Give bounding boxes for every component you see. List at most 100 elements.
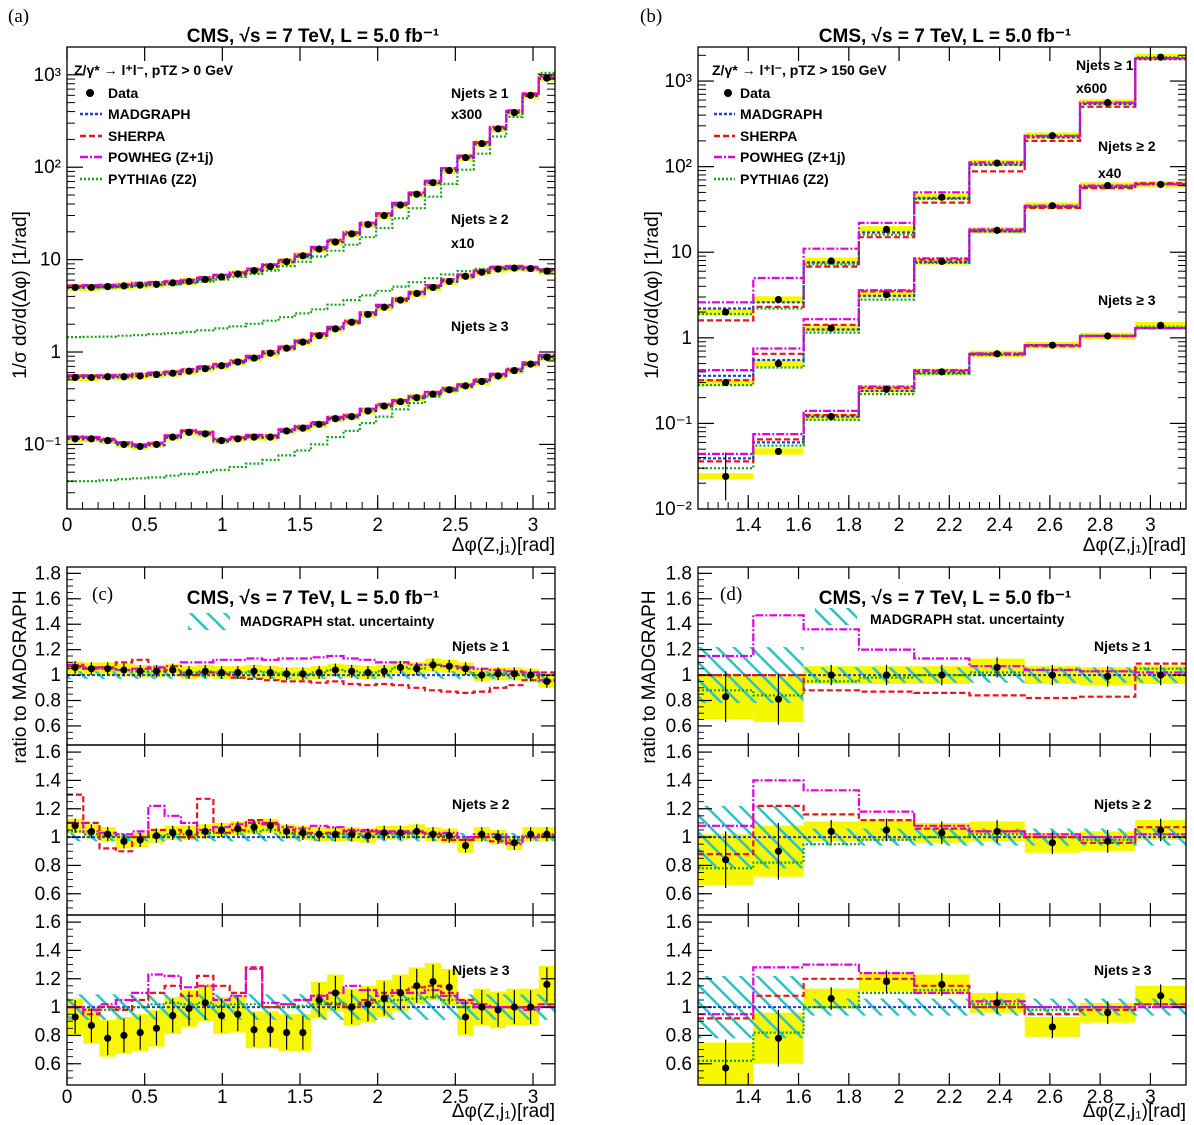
b-ytick-label-2: 1	[681, 328, 692, 349]
a-powheg-line-2	[67, 353, 555, 446]
b-data-point-0-3	[882, 225, 891, 233]
panel-b-annot-5: Njets ≥ 3	[1098, 292, 1156, 308]
panel-c: 0.6 0.8 1 1.2 1.4 1.6 1.8 0.6 0.8 1 1.2 1.4 1.6 0.6 0.…	[35, 563, 556, 1108]
a-data-point-2-17	[348, 413, 356, 421]
b-data-point-1-7	[1104, 182, 1112, 190]
c-hatch-1-24	[457, 832, 474, 842]
panel-a: 10⁻¹ 1 10 10² 10³ 0 0.5 1 1.5 2 2.5 3	[24, 46, 556, 536]
d-ytick-label-2-2: 1	[681, 997, 692, 1018]
d-hatch-2-4	[914, 998, 970, 1016]
d-data-point-1-0	[722, 856, 730, 864]
c-data-point-2-19	[380, 994, 388, 1003]
c-data-point-1-19	[380, 829, 388, 837]
a-data-point-1-23	[445, 277, 453, 286]
d-xtick-label-8: 3	[1145, 1087, 1156, 1108]
b-xtick-label-1: 1.6	[785, 515, 811, 536]
c-data-point-0-27	[510, 670, 518, 678]
c-data-point-0-28	[527, 671, 535, 679]
c-data-point-1-22	[429, 830, 437, 838]
c-data-point-0-7	[185, 668, 193, 677]
c-data-point-0-26	[494, 670, 502, 678]
c-ytick-label-1-4: 1.4	[35, 770, 62, 791]
a-powheg-line-1	[67, 264, 555, 377]
panel-b: 10⁻² 10⁻¹ 1 10 10² 10³ 1.4 1.6 1.8 2 2.2 2.4 2.6 2.8 3	[655, 46, 1187, 536]
d-powheg-line-1	[698, 779, 1186, 839]
d-data-point-1-4	[938, 829, 946, 837]
d-hatch-2-3	[858, 998, 915, 1016]
c-hatch-2-5	[148, 994, 165, 1020]
b-data-point-2-5	[993, 350, 1001, 358]
c-data-point-2-3	[120, 1031, 128, 1040]
c-ytick-label-1-0: 0.6	[35, 884, 61, 905]
b-ytick-label-5: 10³	[665, 71, 692, 92]
d-data-point-1-3	[882, 826, 891, 834]
a-data-point-2-27	[510, 366, 518, 375]
c-data-point-0-8	[201, 667, 209, 675]
a-data-point-0-2	[104, 283, 112, 291]
b-data-point-1-6	[1048, 202, 1056, 210]
panel-a-annot-1: Njets ≥ 1	[451, 85, 509, 101]
c-ytick-label-0-2: 1	[50, 665, 61, 686]
a-data-point-2-10	[234, 435, 242, 443]
d-ytick-label-2-5: 1.6	[666, 912, 692, 933]
d-ytick-label-1-5: 1.6	[666, 742, 692, 763]
a-xtick-label-0: 0	[62, 515, 73, 536]
c-data-point-0-13	[283, 670, 291, 678]
b-data-point-1-1	[774, 359, 783, 368]
panel-b-annot-3: Njets ≥ 2	[1098, 138, 1156, 154]
a-data-point-2-18	[364, 407, 372, 415]
panel-a-ylabel: 1/σ dσ/d(Δφ) [1/rad]	[10, 211, 31, 379]
c-data-point-2-13	[283, 1028, 291, 1037]
panel-b-legend: Data MADGRAPH SHERPA POWHEG (Z+1j) PYTHI…	[714, 85, 845, 187]
d-powheg-line-0	[698, 614, 1186, 674]
a-ytick-label-2: 10	[40, 250, 61, 271]
a-ytick-label-3: 10²	[34, 157, 61, 178]
c-data-point-2-16	[331, 989, 339, 997]
a-data-point-2-29	[543, 353, 551, 361]
c-ytick-label-2-0: 0.6	[35, 1054, 61, 1075]
a-data-point-1-16	[331, 325, 339, 333]
c-data-point-1-6	[169, 829, 177, 837]
d-data-point-1-2	[827, 827, 835, 836]
c-ytick-label-1-5: 1.6	[35, 742, 61, 763]
a-data-point-2-5	[152, 440, 161, 449]
panel-b-title: CMS, √s = 7 TeV, L = 5.0 fb⁻¹	[819, 26, 1071, 47]
b-data-point-0-7	[1104, 99, 1112, 107]
c-data-point-1-12	[266, 822, 274, 830]
a-data-point-2-21	[413, 394, 421, 402]
a-data-point-2-9	[217, 436, 226, 445]
a-data-point-1-2	[104, 373, 112, 381]
b-xtick-label-8: 3	[1145, 515, 1156, 536]
b-data-point-0-5	[993, 159, 1001, 167]
c-xtick-label-1: 0.5	[131, 1087, 157, 1108]
c-ytick-label-0-0: 0.6	[35, 716, 61, 737]
a-data-point-0-16	[331, 238, 339, 246]
a-data-point-2-13	[283, 427, 291, 435]
panel-d-ylabel: ratio to MADGRAPH	[639, 590, 660, 763]
c-xtick-label-5: 2.5	[442, 1087, 468, 1108]
d-ytick-label-2-0: 0.6	[666, 1054, 692, 1075]
d-data-point-0-2	[827, 671, 835, 679]
a-data-point-2-2	[104, 436, 112, 445]
a-xtick-label-5: 2.5	[442, 515, 468, 536]
b-sherpa-line-1	[698, 182, 1186, 382]
a-data-point-1-8	[201, 365, 209, 373]
panel-c-row1-label: Njets ≥ 1	[452, 638, 510, 654]
a-data-point-1-14	[299, 338, 307, 346]
c-ytick-label-0-1: 0.8	[35, 691, 61, 712]
c-data-point-0-22	[429, 661, 437, 669]
a-data-point-2-7	[185, 428, 193, 436]
c-data-point-2-20	[396, 989, 405, 997]
c-ytick-label-1-1: 0.8	[35, 855, 61, 876]
c-data-point-1-4	[136, 836, 144, 844]
a-data-point-1-12	[266, 349, 274, 357]
a-xtick-label-4: 2	[372, 515, 383, 536]
d-ytick-label-0-3: 1.2	[666, 640, 692, 661]
d-ytick-label-0-4: 1.4	[666, 614, 693, 635]
d-ytick-label-1-3: 1.2	[666, 799, 692, 820]
d-data-point-0-7	[1104, 672, 1112, 680]
b-powheg-line-0	[698, 57, 1186, 304]
a-data-point-0-14	[299, 252, 307, 260]
panel-a-annot-3: Njets ≥ 2	[451, 211, 509, 227]
